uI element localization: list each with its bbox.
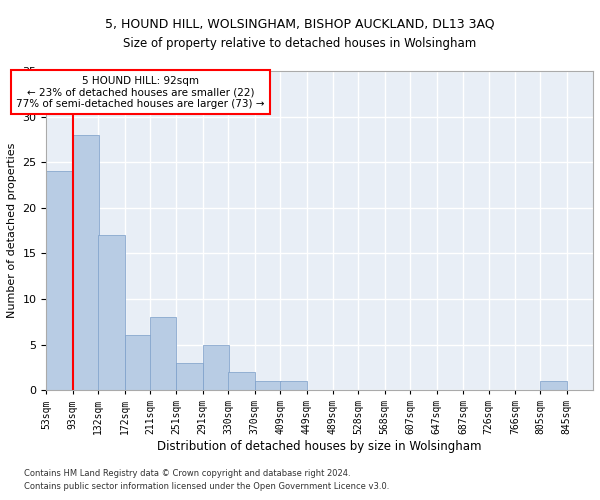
Bar bbox=[203, 344, 229, 390]
Text: 5 HOUND HILL: 92sqm
← 23% of detached houses are smaller (22)
77% of semi-detach: 5 HOUND HILL: 92sqm ← 23% of detached ho… bbox=[16, 76, 265, 108]
Bar bbox=[176, 363, 203, 390]
Bar bbox=[254, 381, 281, 390]
Text: 5, HOUND HILL, WOLSINGHAM, BISHOP AUCKLAND, DL13 3AQ: 5, HOUND HILL, WOLSINGHAM, BISHOP AUCKLA… bbox=[105, 18, 495, 30]
Bar bbox=[46, 172, 73, 390]
X-axis label: Distribution of detached houses by size in Wolsingham: Distribution of detached houses by size … bbox=[157, 440, 482, 453]
Text: Contains public sector information licensed under the Open Government Licence v3: Contains public sector information licen… bbox=[24, 482, 389, 491]
Bar bbox=[280, 381, 307, 390]
Bar bbox=[98, 235, 125, 390]
Text: Contains HM Land Registry data © Crown copyright and database right 2024.: Contains HM Land Registry data © Crown c… bbox=[24, 468, 350, 477]
Text: Size of property relative to detached houses in Wolsingham: Size of property relative to detached ho… bbox=[124, 38, 476, 51]
Bar bbox=[150, 317, 176, 390]
Bar bbox=[73, 135, 99, 390]
Y-axis label: Number of detached properties: Number of detached properties bbox=[7, 143, 17, 318]
Bar bbox=[229, 372, 254, 390]
Bar bbox=[125, 336, 151, 390]
Bar bbox=[541, 381, 567, 390]
